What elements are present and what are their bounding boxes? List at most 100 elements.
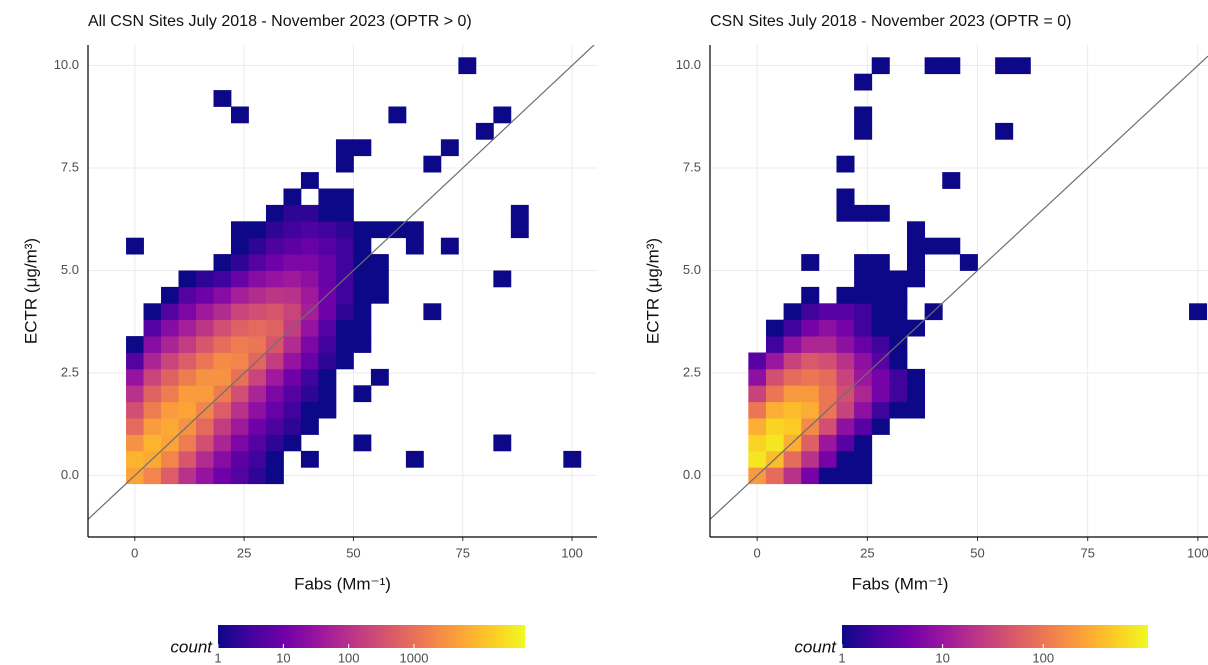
heat-cell — [854, 254, 873, 271]
heat-cell — [335, 188, 354, 206]
heat-cell — [300, 418, 319, 435]
heat-cell — [818, 450, 837, 468]
heat-cell — [335, 204, 354, 222]
heat-cell — [161, 450, 179, 468]
heat-cell — [283, 418, 302, 435]
heat-cell — [178, 434, 197, 452]
heat-cell — [353, 286, 372, 304]
heat-cell — [836, 319, 855, 337]
heat-cell — [178, 270, 197, 288]
heat-cell — [143, 368, 162, 386]
heat-cell — [854, 270, 873, 288]
heat-cell — [265, 221, 284, 239]
y-tick-label: 2.5 — [683, 364, 701, 379]
heat-cell — [230, 401, 249, 419]
heat-cell — [161, 385, 179, 403]
heat-cell — [818, 336, 837, 353]
heat-cell — [854, 434, 873, 452]
heat-cell — [230, 237, 249, 255]
heat-cell — [889, 286, 908, 304]
heat-cell — [906, 237, 926, 255]
heat-cell — [748, 385, 767, 403]
heat-cell — [318, 336, 337, 353]
heat-cell — [353, 336, 372, 353]
heat-cell — [818, 303, 837, 321]
heat-cell — [510, 221, 529, 239]
heat-cell — [126, 336, 144, 353]
heat-cell — [889, 385, 908, 403]
heat-cell — [335, 139, 354, 157]
heat-cell — [871, 368, 890, 386]
heat-cell — [300, 204, 319, 222]
heat-cell — [196, 352, 214, 370]
heat-cell — [405, 237, 424, 255]
heat-cell — [196, 434, 214, 452]
heat-cell — [440, 237, 459, 255]
heat-cell — [265, 286, 284, 304]
heat-cell — [213, 434, 232, 452]
heat-cell — [335, 303, 354, 321]
heat-cell — [854, 286, 873, 304]
heat-cell — [196, 450, 214, 468]
heat-cell — [783, 467, 802, 485]
colorbar-title: count — [794, 637, 837, 656]
heat-cell — [318, 368, 337, 386]
heat-cell — [836, 450, 855, 468]
heat-cell — [871, 204, 890, 222]
heat-cell — [871, 385, 890, 403]
heat-cell — [283, 204, 302, 222]
heat-cell — [230, 319, 249, 337]
heat-cell — [248, 319, 267, 337]
heat-cell — [836, 303, 855, 321]
heat-cell — [405, 450, 424, 468]
heat-cell — [335, 221, 354, 239]
heat-cell — [265, 467, 284, 485]
heat-cell — [248, 270, 267, 288]
heat-cell — [265, 237, 284, 255]
heat-cell — [353, 270, 372, 288]
heat-cell — [783, 336, 802, 353]
heat-cell — [783, 450, 802, 468]
heat-cell — [318, 385, 337, 403]
heat-cell — [126, 434, 144, 452]
heat-cell — [854, 385, 873, 403]
heat-cell — [178, 286, 197, 304]
heat-cell — [230, 385, 249, 403]
heat-cell — [265, 303, 284, 321]
heat-cell — [871, 57, 890, 75]
heat-cell — [248, 303, 267, 321]
colorbar — [842, 625, 1148, 648]
heat-cell — [283, 352, 302, 370]
heat-cell — [854, 319, 873, 337]
heat-cell — [178, 450, 197, 468]
heat-cell — [801, 336, 820, 353]
heat-cell — [126, 385, 144, 403]
x-axis-title: Fabs (Mm⁻¹) — [294, 574, 391, 593]
heat-cell — [370, 270, 389, 288]
heat-cell — [143, 434, 162, 452]
y-tick-label: 7.5 — [61, 159, 79, 174]
heat-cell — [818, 385, 837, 403]
x-tick-label: 50 — [346, 545, 360, 560]
heat-cell — [178, 467, 197, 485]
heat-cell — [871, 254, 890, 271]
heat-cell — [300, 172, 319, 189]
heat-cell — [161, 418, 179, 435]
heat-cell — [143, 467, 162, 485]
heat-cell — [405, 221, 424, 239]
heat-cell — [801, 385, 820, 403]
reference-line — [710, 55, 1208, 520]
heat-cell — [213, 286, 232, 304]
heat-cell — [318, 270, 337, 288]
heat-cell — [196, 385, 214, 403]
heat-cell — [388, 106, 407, 124]
heat-cell — [283, 286, 302, 304]
heat-cell — [818, 352, 837, 370]
heat-cell — [942, 172, 961, 189]
heat-cell — [178, 303, 197, 321]
heat-cell — [248, 467, 267, 485]
heat-cell — [230, 286, 249, 304]
heat-cell — [178, 336, 197, 353]
y-axis-title: ECTR (μg/m³) — [643, 238, 662, 344]
heat-cell — [213, 254, 232, 271]
